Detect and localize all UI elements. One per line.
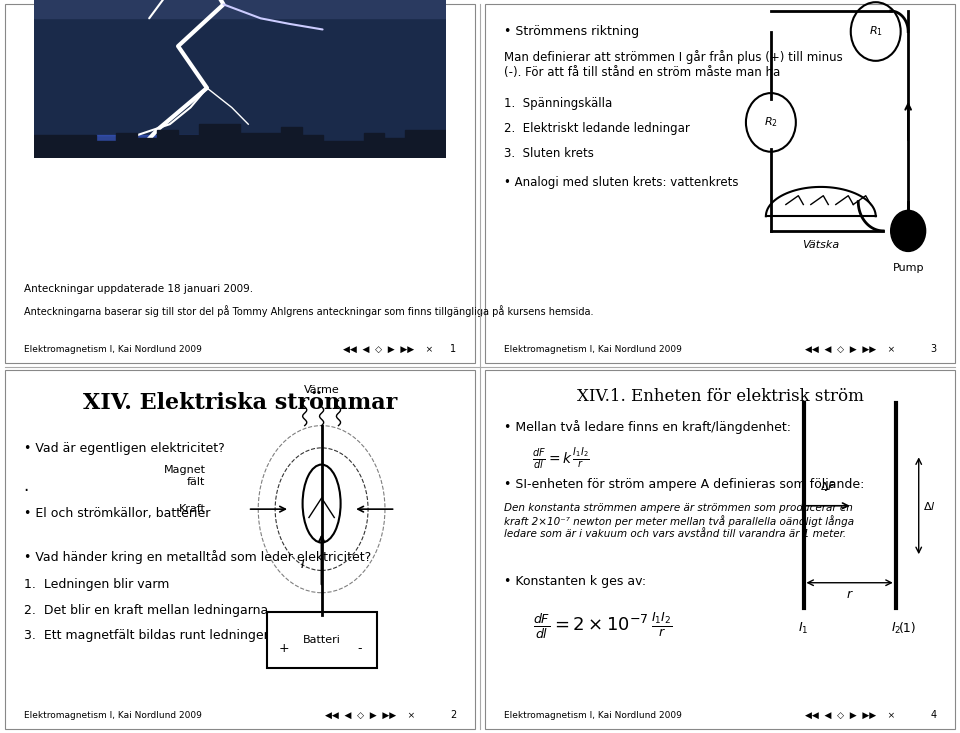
Text: (1): (1) <box>899 622 917 635</box>
Text: $\Delta l$: $\Delta l$ <box>924 500 936 512</box>
Text: Batteri: Batteri <box>302 635 341 645</box>
Text: Värme: Värme <box>303 385 340 395</box>
Text: 3: 3 <box>930 344 936 354</box>
Text: $r$: $r$ <box>846 588 853 601</box>
Text: XIV.1. Enheten för elektrisk ström: XIV.1. Enheten för elektrisk ström <box>577 388 863 405</box>
Text: • Vad är egentligen elektricitet?: • Vad är egentligen elektricitet? <box>24 442 225 455</box>
Text: Vätska: Vätska <box>803 240 839 250</box>
Text: • Strömmens riktning: • Strömmens riktning <box>504 25 638 38</box>
Text: 1: 1 <box>450 344 456 354</box>
Text: • Konstanten k ges av:: • Konstanten k ges av: <box>504 575 646 588</box>
Text: Anteckningarna baserar sig till stor del på Tommy Ahlgrens anteckningar som finn: Anteckningarna baserar sig till stor del… <box>24 306 593 317</box>
Text: • Vad händer kring en metalltåd som leder elektricitet?: • Vad händer kring en metalltåd som lede… <box>24 550 371 564</box>
Text: $\Delta F$: $\Delta F$ <box>820 480 836 493</box>
Text: • Analogi med sluten krets: vattenkrets: • Analogi med sluten krets: vattenkrets <box>504 176 738 189</box>
Text: Den konstanta strömmen ampere är strömmen som producerar en
kraft 2×10⁻⁷ newton : Den konstanta strömmen ampere är strömme… <box>504 503 853 539</box>
Text: $R_2$: $R_2$ <box>764 116 778 129</box>
Circle shape <box>891 210 925 251</box>
Text: ·: · <box>24 482 29 499</box>
Text: Elektromagnetismens grunder I: Elektromagnetismens grunder I <box>37 32 330 51</box>
Text: 2: 2 <box>450 710 456 721</box>
Polygon shape <box>95 144 240 158</box>
Text: Anteckningar uppdaterade 18 januari 2009.: Anteckningar uppdaterade 18 januari 2009… <box>24 284 252 294</box>
Text: $I_1$: $I_1$ <box>799 621 808 636</box>
Text: XIV. Elektriska strömmar: XIV. Elektriska strömmar <box>83 391 397 413</box>
Text: ◀◀  ◀  ◇  ▶  ▶▶    ×: ◀◀ ◀ ◇ ▶ ▶▶ × <box>804 711 895 721</box>
Text: Magnet
fält: Magnet fält <box>163 465 205 487</box>
Text: • SI-enheten för ström ampere A definieras som följande:: • SI-enheten för ström ampere A definier… <box>504 478 864 491</box>
Text: Kraft: Kraft <box>179 504 205 514</box>
Polygon shape <box>34 0 446 158</box>
Text: 4: 4 <box>930 710 936 721</box>
Text: 1.  Spänningskälla: 1. Spänningskälla <box>504 97 612 110</box>
Text: 1.  Ledningen blir varm: 1. Ledningen blir varm <box>24 578 169 592</box>
Text: I: I <box>300 559 304 571</box>
FancyBboxPatch shape <box>267 612 376 668</box>
Text: $R_1$: $R_1$ <box>869 25 882 38</box>
Text: ◀◀  ◀  ◇  ▶  ▶▶    ×: ◀◀ ◀ ◇ ▶ ▶▶ × <box>344 345 434 354</box>
Polygon shape <box>34 0 446 18</box>
Text: Elektromagnetism I, Kai Nordlund 2009: Elektromagnetism I, Kai Nordlund 2009 <box>504 711 682 721</box>
Text: 3.  Sluten krets: 3. Sluten krets <box>504 147 593 161</box>
Text: $\frac{dF}{dl} = 2 \times 10^{-7}\,\frac{I_1 I_2}{r}$: $\frac{dF}{dl} = 2 \times 10^{-7}\,\frac… <box>533 611 672 641</box>
Text: Elektromagnetism I, Kai Nordlund 2009: Elektromagnetism I, Kai Nordlund 2009 <box>24 711 202 721</box>
Text: 2.  Det blir en kraft mellan ledningarna: 2. Det blir en kraft mellan ledningarna <box>24 604 268 616</box>
Polygon shape <box>95 136 240 158</box>
Text: 3.  Ett magnetfält bildas runt ledningen: 3. Ett magnetfält bildas runt ledningen <box>24 629 271 642</box>
Text: $I_2$: $I_2$ <box>891 621 900 636</box>
Text: Elektromagnetism I, Kai Nordlund 2009: Elektromagnetism I, Kai Nordlund 2009 <box>504 345 682 354</box>
Text: Elektromagnetism I, Kai Nordlund 2009: Elektromagnetism I, Kai Nordlund 2009 <box>24 345 202 354</box>
Text: +: + <box>278 642 289 655</box>
Text: Pump: Pump <box>893 263 924 273</box>
Text: 2.  Elektriskt ledande ledningar: 2. Elektriskt ledande ledningar <box>504 122 689 135</box>
Text: -: - <box>357 642 362 655</box>
Text: ◀◀  ◀  ◇  ▶  ▶▶    ×: ◀◀ ◀ ◇ ▶ ▶▶ × <box>804 345 895 354</box>
Text: • El och strömkällor, batterier: • El och strömkällor, batterier <box>24 507 210 520</box>
Text: ◀◀  ◀  ◇  ▶  ▶▶    ×: ◀◀ ◀ ◇ ▶ ▶▶ × <box>324 711 415 721</box>
Polygon shape <box>34 124 446 158</box>
Text: $\frac{dF}{dl} = k\,\frac{I_1 I_2}{r}$: $\frac{dF}{dl} = k\,\frac{I_1 I_2}{r}$ <box>532 446 589 472</box>
Text: • Mellan två ledare finns en kraft/längdenhet:: • Mellan två ledare finns en kraft/längd… <box>504 421 791 435</box>
Text: Man definierar att strömmen I går från plus (+) till minus
(-). För att få till : Man definierar att strömmen I går från p… <box>504 51 842 79</box>
